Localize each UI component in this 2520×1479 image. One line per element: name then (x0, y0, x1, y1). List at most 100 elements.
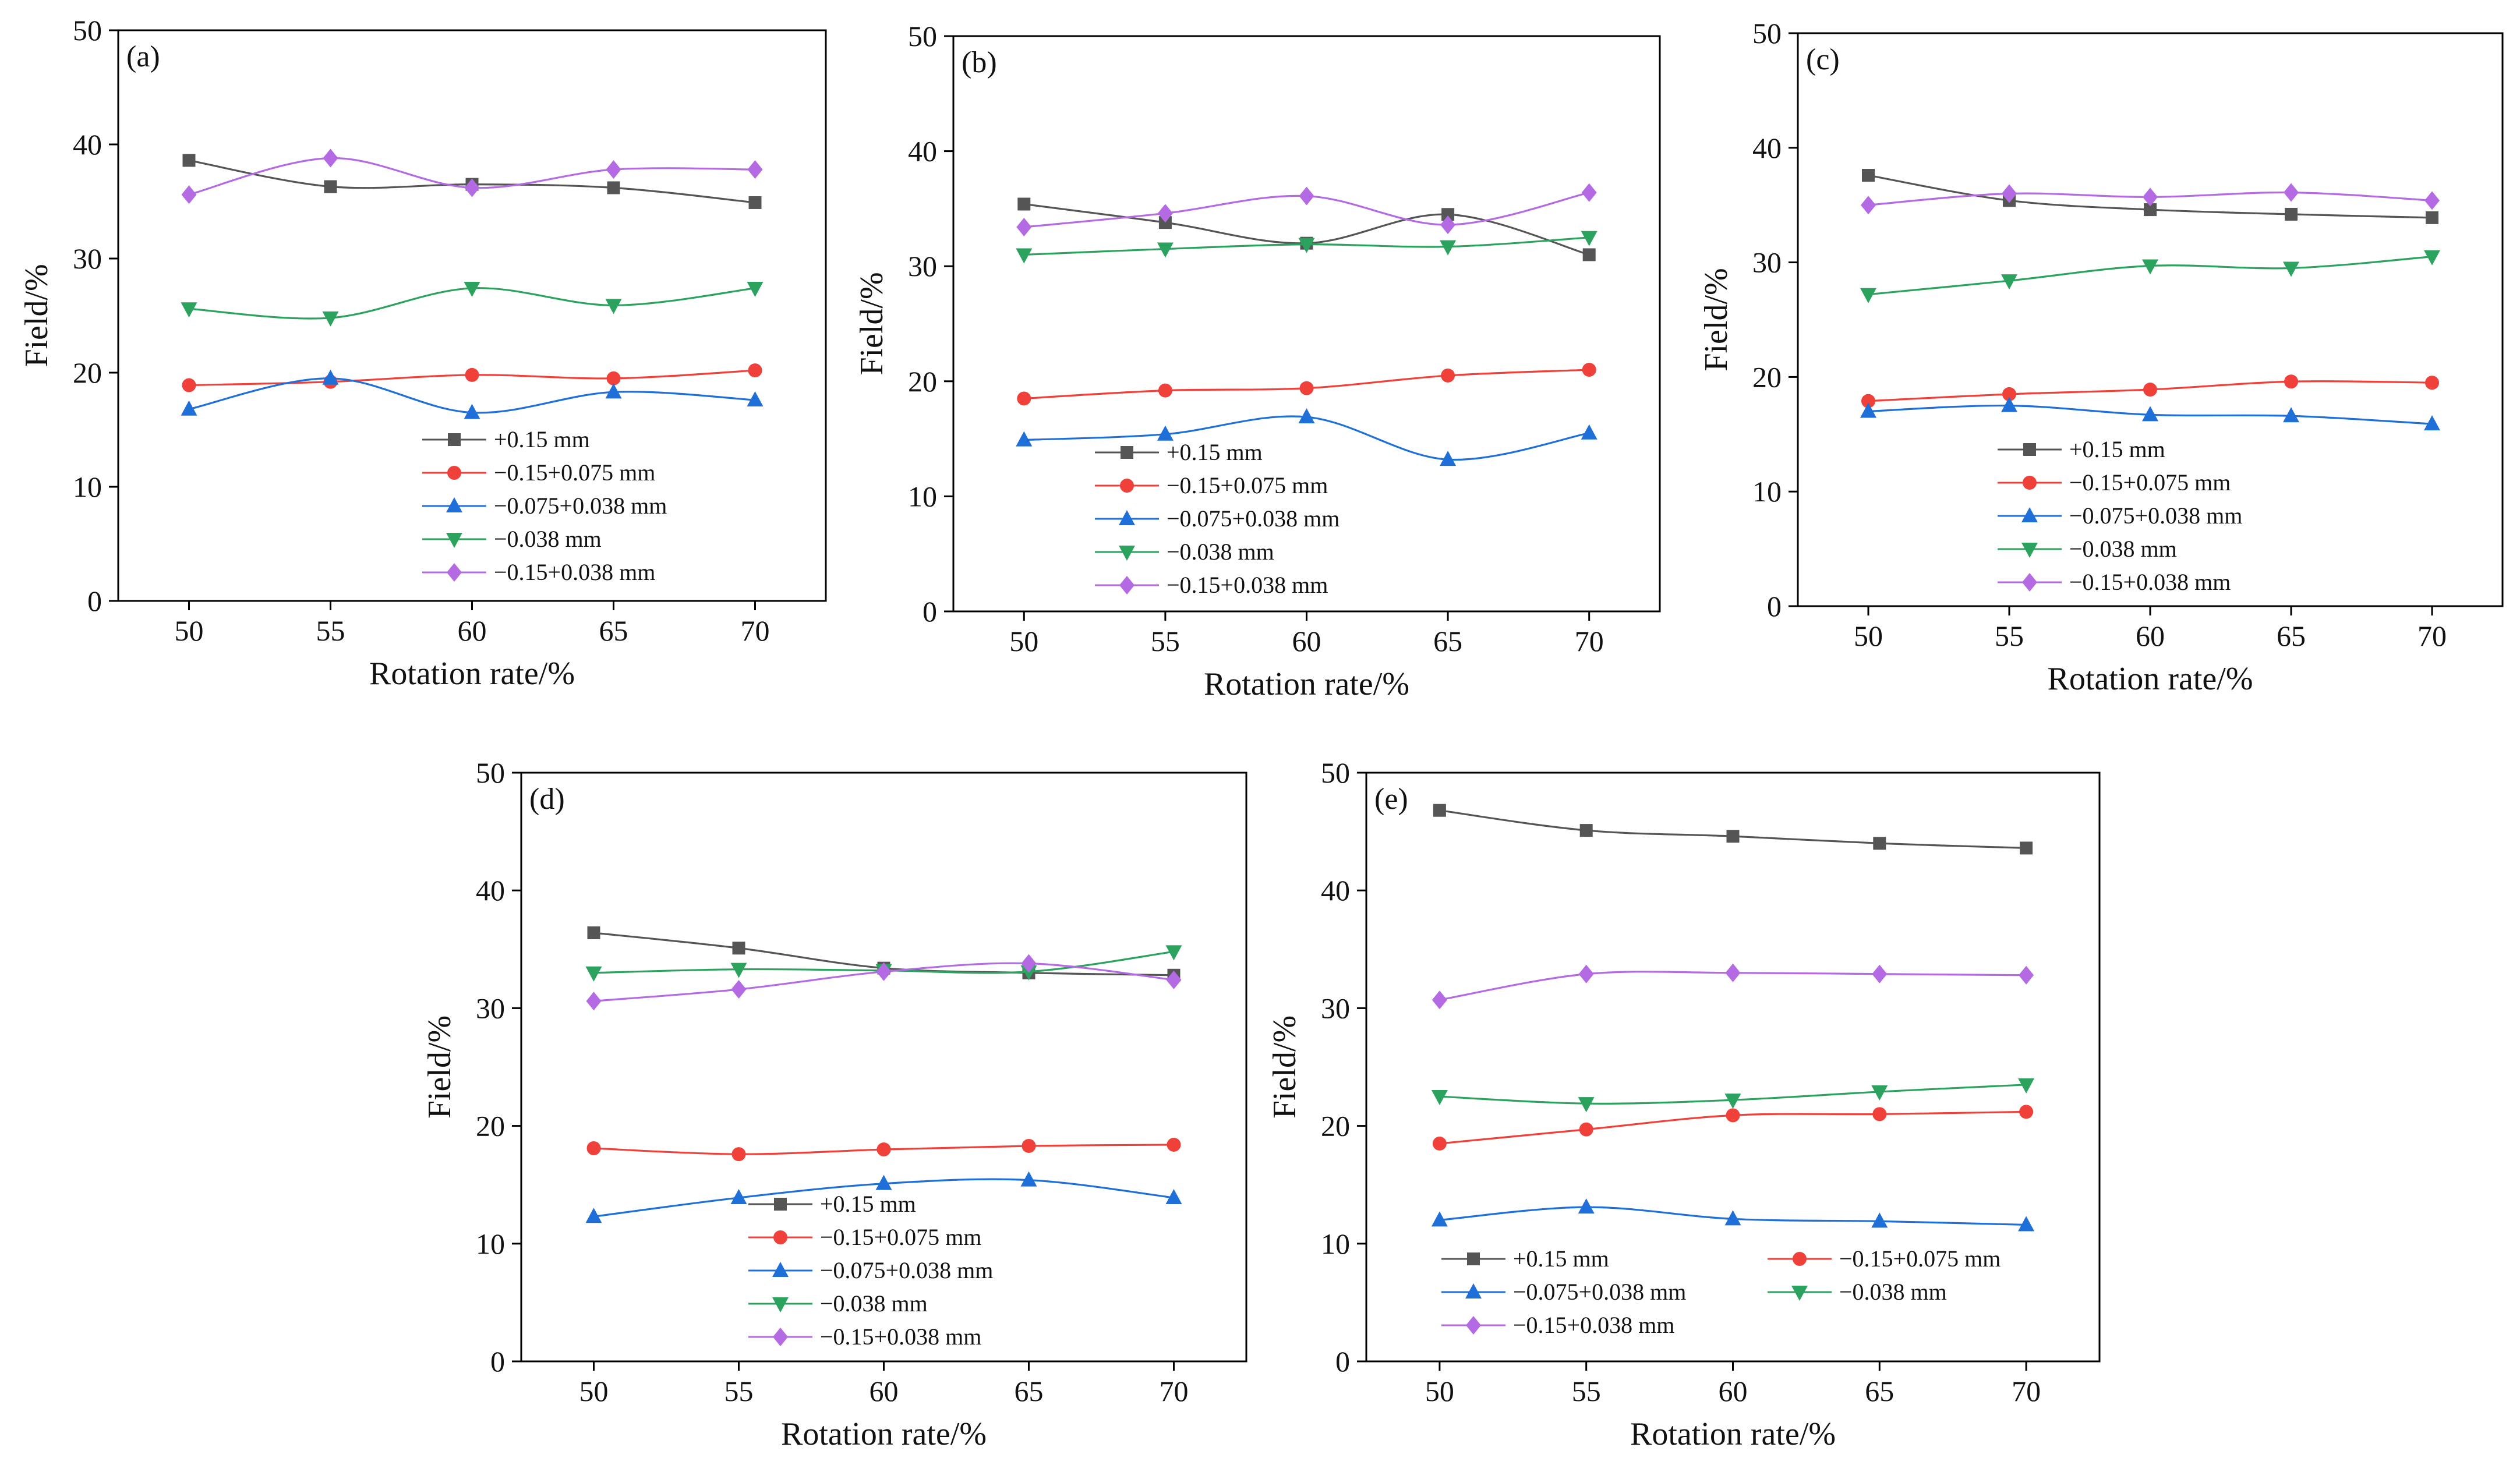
data-point (1579, 824, 1593, 837)
data-point (322, 369, 339, 385)
data-point (1016, 431, 1033, 447)
legend-label: −0.15+0.038 mm (494, 559, 655, 585)
legend-label: +0.15 mm (1513, 1246, 1609, 1272)
series-1 (1432, 1105, 2034, 1151)
data-point (1167, 1137, 1181, 1152)
x-tick-label: 60 (1292, 625, 1321, 657)
legend-item: −0.15+0.075 mm (1768, 1246, 2001, 1272)
data-point (1871, 1212, 1888, 1228)
data-point (1433, 804, 1446, 817)
plot-frame (117, 29, 827, 602)
y-tick-label: 50 (476, 756, 505, 789)
data-point (1016, 218, 1032, 237)
legend-label: −0.15+0.075 mm (494, 459, 655, 486)
legend-label: −0.038 mm (494, 526, 602, 552)
data-point (586, 1141, 601, 1156)
legend-marker (447, 563, 462, 582)
data-point (1579, 1122, 1593, 1137)
legend-marker (446, 497, 462, 512)
data-point (2142, 406, 2158, 422)
y-tick-label: 20 (1752, 360, 1782, 393)
legend-label: −0.15+0.075 mm (1839, 1246, 2001, 1272)
y-tick-label: 10 (1752, 475, 1782, 508)
data-point (1871, 1085, 1888, 1101)
data-point (1440, 240, 1457, 256)
data-point (2002, 184, 2017, 203)
data-point (1017, 391, 1031, 406)
y-tick-label: 30 (73, 242, 102, 275)
series-4 (586, 954, 1182, 1011)
x-tick-label: 55 (1572, 1375, 1601, 1407)
y-tick-label: 10 (908, 480, 937, 512)
data-point (1582, 363, 1596, 377)
y-tick-label: 50 (1321, 756, 1350, 789)
data-point (1157, 242, 1174, 258)
panel-label: (d) (529, 783, 565, 816)
series-3 (1016, 231, 1597, 264)
y-tick-label: 0 (87, 585, 102, 617)
data-point (2283, 261, 2299, 277)
data-point (181, 302, 197, 318)
legend-item: −0.038 mm (748, 1290, 928, 1317)
data-point (464, 281, 480, 297)
data-point (1441, 208, 1455, 221)
x-tick-label: 70 (741, 614, 770, 647)
panel-label: (a) (126, 40, 160, 73)
data-point (2142, 259, 2158, 275)
data-point (1440, 451, 1457, 466)
x-tick-label: 70 (2012, 1375, 2041, 1407)
legend-label: +0.15 mm (494, 426, 590, 452)
y-tick-label: 40 (73, 128, 102, 161)
legend-item: −0.15+0.038 mm (1441, 1312, 1674, 1338)
legend-label: −0.15+0.038 mm (2069, 569, 2231, 595)
data-point (730, 1188, 747, 1204)
y-tick-label: 30 (1321, 992, 1350, 1024)
data-point (1441, 368, 1455, 383)
data-point (2019, 1105, 2034, 1119)
y-tick-label: 40 (476, 874, 505, 907)
data-point (1582, 248, 1596, 261)
data-point (1020, 1171, 1037, 1187)
legend: +0.15 mm −0.15+0.075 mm −0.075+0.038 mm −0.… (1998, 436, 2242, 595)
x-tick-label: 60 (1719, 1375, 1748, 1407)
legend-label: −0.075+0.038 mm (820, 1257, 993, 1283)
y-axis-title: Field/% (422, 1016, 458, 1119)
data-point (1861, 394, 1875, 408)
legend-marker (2022, 573, 2037, 592)
legend-label: +0.15 mm (820, 1191, 916, 1217)
data-point (1726, 1108, 1740, 1123)
data-point (585, 966, 602, 982)
data-point (1431, 1211, 1448, 1227)
data-point (1872, 964, 1888, 983)
x-axis-title: Rotation rate/% (2047, 661, 2253, 697)
y-tick-label: 50 (73, 14, 102, 47)
legend-marker (1465, 1283, 1482, 1298)
data-point (182, 378, 196, 392)
legend-item: +0.15 mm (422, 426, 590, 452)
legend-item: −0.038 mm (1998, 536, 2177, 562)
data-point (875, 1174, 892, 1190)
data-point (1725, 963, 1741, 982)
y-tick-label: 40 (908, 135, 937, 168)
data-point (732, 942, 745, 955)
data-point (464, 404, 480, 419)
y-tick-label: 20 (908, 365, 937, 398)
x-tick-label: 50 (579, 1375, 609, 1407)
data-point (1581, 424, 1597, 440)
data-point (324, 180, 337, 193)
legend-label: −0.15+0.075 mm (820, 1224, 981, 1250)
data-point (1298, 238, 1315, 253)
legend-marker (772, 1297, 789, 1312)
x-tick-label: 50 (1425, 1375, 1454, 1407)
x-tick-label: 70 (1575, 625, 1604, 657)
x-tick-label: 65 (1015, 1375, 1044, 1407)
data-point (1860, 288, 1876, 303)
data-point (1016, 248, 1033, 264)
data-point (1581, 183, 1597, 202)
y-axis-title: Field/% (854, 272, 890, 375)
x-axis-title: Rotation rate/% (1630, 1416, 1836, 1452)
legend-marker (774, 1198, 787, 1211)
data-point (2019, 965, 2034, 985)
data-point (322, 311, 339, 327)
